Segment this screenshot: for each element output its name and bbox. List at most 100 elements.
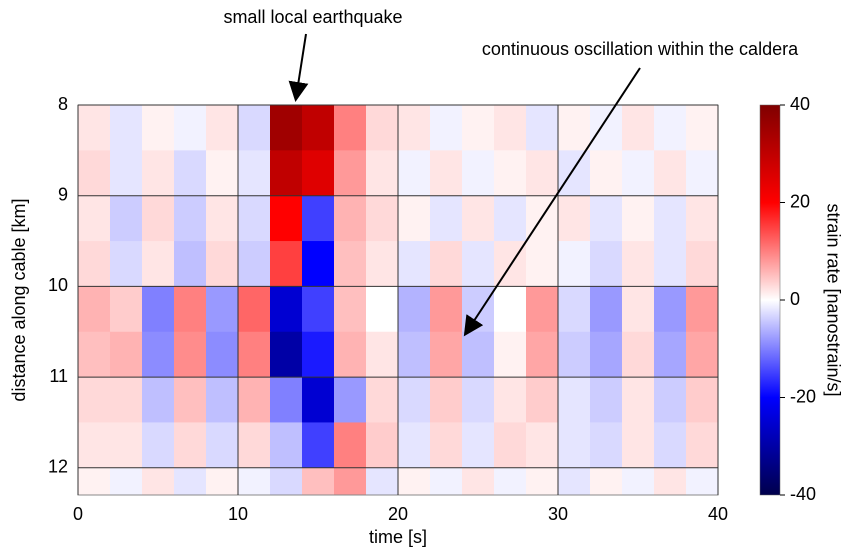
heatmap-cell (366, 105, 399, 151)
heatmap-cell (526, 105, 559, 151)
heatmap-cell (78, 377, 111, 423)
heatmap-cell (398, 467, 431, 496)
heatmap-cell (334, 241, 367, 287)
heatmap-cell (654, 241, 687, 287)
heatmap-cell (686, 105, 719, 151)
heatmap-cell (686, 195, 719, 242)
heatmap-cell (590, 241, 623, 287)
heatmap-cell (622, 150, 655, 197)
heatmap-cell (174, 422, 207, 469)
heatmap-cell (398, 331, 431, 378)
heatmap-cell (142, 422, 175, 469)
heatmap-cell (142, 286, 175, 333)
heatmap-cell (622, 286, 655, 333)
y-tick-label: 12 (48, 457, 68, 477)
heatmap-cell (590, 467, 623, 496)
heatmap-cell (654, 331, 687, 378)
heatmap-cell (238, 286, 271, 333)
heatmap-cell (110, 105, 143, 151)
heatmap-cell (462, 467, 495, 496)
heatmap-cell (398, 286, 431, 333)
heatmap-cell (654, 195, 687, 242)
heatmap-cell (142, 241, 175, 287)
heatmap-cell (302, 377, 335, 423)
heatmap-cell (622, 105, 655, 151)
heatmap-cell (174, 241, 207, 287)
heatmap-cell (526, 422, 559, 469)
heatmap-cell (270, 241, 303, 287)
heatmap-cell (462, 286, 495, 333)
heatmap-cell (302, 331, 335, 378)
heatmap-cell (366, 286, 399, 333)
y-tick-label: 9 (58, 184, 68, 204)
colorbar (759, 104, 781, 496)
colorbar-tick-label: 40 (790, 94, 810, 114)
x-axis-label: time [s] (369, 527, 427, 547)
heatmap-cell (174, 195, 207, 242)
heatmap-cell (110, 150, 143, 197)
heatmap-cell (174, 105, 207, 151)
heatmap-cell (174, 377, 207, 423)
heatmap-cell (174, 150, 207, 197)
heatmap-cell (462, 105, 495, 151)
x-tick-label: 30 (548, 504, 568, 524)
heatmap-cell (110, 195, 143, 242)
heatmap-cell (142, 195, 175, 242)
heatmap-cell (366, 331, 399, 378)
heatmap-cell (206, 195, 239, 242)
heatmap-cell (462, 195, 495, 242)
colorbar-label: strain rate [nanostrain/s] (823, 203, 843, 396)
heatmap-cell (270, 467, 303, 496)
heatmap-cell (494, 286, 527, 333)
heatmap-cell (558, 105, 591, 151)
heatmap-cell (238, 422, 271, 469)
heatmap-cell (270, 150, 303, 197)
heatmap-cell (110, 377, 143, 423)
heatmap-cell (398, 150, 431, 197)
heatmap-cell (430, 331, 463, 378)
heatmap-cell (270, 422, 303, 469)
heatmap-cell (398, 105, 431, 151)
heatmap-cell (110, 467, 143, 496)
x-tick-label: 20 (388, 504, 408, 524)
heatmap-cell (686, 150, 719, 197)
heatmap-cell (654, 467, 687, 496)
heatmap-cell (206, 286, 239, 333)
annotation-arrow (288, 33, 309, 102)
annotation: continuous oscillation within the calder… (482, 39, 799, 59)
heatmap-cell (110, 241, 143, 287)
heatmap-cell (206, 377, 239, 423)
heatmap-cell (430, 105, 463, 151)
heatmap-cell (686, 467, 719, 496)
heatmap-cell (334, 105, 367, 151)
heatmap-cell (494, 105, 527, 151)
heatmap-cell (334, 467, 367, 496)
heatmap-cell (558, 422, 591, 469)
heatmap-cell (238, 331, 271, 378)
colorbar-tick-label: 20 (790, 191, 810, 211)
heatmap-cell (686, 377, 719, 423)
annotation-arrow (463, 67, 641, 337)
heatmap-cell (206, 331, 239, 378)
heatmap-cell (686, 241, 719, 287)
heatmap-cell (302, 422, 335, 469)
x-tick-label: 40 (708, 504, 728, 524)
x-tick-label: 0 (73, 504, 83, 524)
heatmap-cell (206, 467, 239, 496)
heatmap-cell (334, 195, 367, 242)
heatmap-cell (686, 286, 719, 333)
heatmap-cell (494, 150, 527, 197)
heatmap-cell (430, 422, 463, 469)
heatmap-cell (494, 331, 527, 378)
heatmap-cell (590, 377, 623, 423)
heatmap-cell (622, 195, 655, 242)
heatmap-cell (78, 467, 111, 496)
heatmap-cell (430, 195, 463, 242)
heatmap-cell (238, 195, 271, 242)
heatmap-cell (590, 331, 623, 378)
heatmap-cell (366, 467, 399, 496)
heatmap-cell (334, 150, 367, 197)
heatmap-cell (302, 150, 335, 197)
heatmap-cell (558, 286, 591, 333)
heatmap-cell (526, 331, 559, 378)
